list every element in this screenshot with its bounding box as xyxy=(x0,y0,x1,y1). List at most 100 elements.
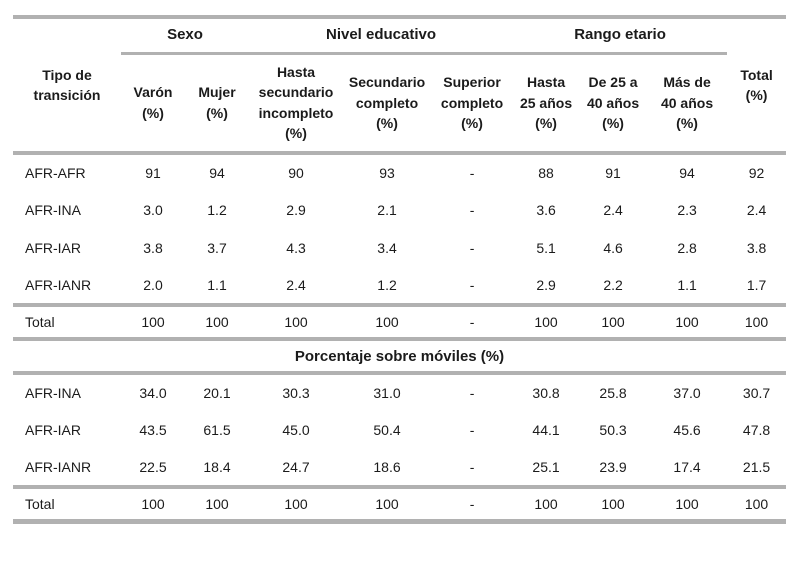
col-header-hasta-25-anos: Hasta 25 años (%) xyxy=(519,74,573,131)
row-label: AFR-INA xyxy=(25,202,81,218)
cell-value: 91 xyxy=(579,151,648,191)
cell-value: 22.5 xyxy=(139,459,167,475)
cell-value: 30.7 xyxy=(727,371,787,411)
cell-value: 2.0 xyxy=(143,277,163,293)
cell-value: 90 xyxy=(249,151,344,191)
cell-value: 1.2 xyxy=(207,202,227,218)
cell-value: 18.4 xyxy=(203,459,231,475)
cell-value: 2.9 xyxy=(286,202,306,218)
section-title: Porcentaje sobre móviles (%) xyxy=(13,337,787,373)
group-header-row: Tipo de transición Sexo Nivel educativo … xyxy=(13,17,786,103)
cell-value: 43.5 xyxy=(139,422,167,438)
col-header-total: Total (%) xyxy=(740,66,773,103)
cell-value: 1.1 xyxy=(677,277,697,293)
cell-value: 3.6 xyxy=(536,202,556,218)
cell-value: 20.1 xyxy=(185,371,250,411)
cell-value: 100 xyxy=(513,485,580,521)
cell-value: 1.1 xyxy=(207,277,227,293)
col-header-superior-completo: Superior completo (%) xyxy=(440,74,504,131)
cell-value: 34.0 xyxy=(121,371,185,411)
cell-value: 50.3 xyxy=(599,422,627,438)
group-header-rango-etario: Rango etario xyxy=(513,17,728,55)
cell-value: 3.8 xyxy=(143,240,163,256)
cell-value: 100 xyxy=(727,303,787,339)
row-label: AFR-IANR xyxy=(25,277,92,293)
column-header-row: Varón (%) Mujer (%) Hasta secundario inc… xyxy=(13,53,786,153)
cell-value: - xyxy=(431,485,514,521)
cell-value: 2.4 xyxy=(746,202,767,218)
cell-value: 100 xyxy=(185,303,250,339)
group-header-nivel-educativo: Nivel educativo xyxy=(249,17,514,55)
cell-value: 100 xyxy=(727,485,787,521)
cell-value: 1.7 xyxy=(746,277,767,293)
cell-value: 23.9 xyxy=(599,459,627,475)
row-label: AFR-IAR xyxy=(25,422,81,438)
cell-value: 92 xyxy=(727,151,787,191)
col-header-secundario-completo: Secundario completo (%) xyxy=(348,74,426,131)
row-label: Total xyxy=(13,303,121,339)
table-row-afr-iar: AFR-IAR 3.8 3.7 4.3 3.4 - 5.1 4.6 2.8 3.… xyxy=(13,229,786,267)
col-header-mas-de-40-anos: Más de 40 años (%) xyxy=(660,74,714,131)
cell-value: 24.7 xyxy=(282,459,310,475)
section-header-row: Porcentaje sobre móviles (%) xyxy=(13,337,787,373)
cell-value: 25.8 xyxy=(579,371,648,411)
cell-value: 93 xyxy=(343,151,432,191)
cell-value: 94 xyxy=(185,151,250,191)
cell-value: 17.4 xyxy=(673,459,701,475)
cell-value: 45.0 xyxy=(282,422,310,438)
cell-value: 21.5 xyxy=(742,459,771,475)
cell-value: - xyxy=(431,151,514,191)
cell-value: 3.4 xyxy=(377,240,397,256)
table-row-afr-ianr: AFR-IANR 2.0 1.1 2.4 1.2 - 2.9 2.2 1.1 1… xyxy=(13,267,786,305)
row-label: AFR-IANR xyxy=(25,459,92,475)
col-header-hasta-secundario-incompleto: Hasta secundario incompleto (%) xyxy=(258,64,334,142)
cell-value: - xyxy=(469,459,475,475)
cell-value: 100 xyxy=(579,485,648,521)
row-label: AFR-INA xyxy=(13,371,121,411)
cell-value: 2.3 xyxy=(677,202,697,218)
cell-value: 3.7 xyxy=(207,240,227,256)
transition-table: Tipo de transición Sexo Nivel educativo … xyxy=(13,15,787,524)
cell-value: 100 xyxy=(513,303,580,339)
cell-value: - xyxy=(469,240,475,256)
cell-value: - xyxy=(469,202,475,218)
cell-value: - xyxy=(431,303,514,339)
cell-value: 45.6 xyxy=(673,422,701,438)
cell-value: 100 xyxy=(647,303,728,339)
table-header: Tipo de transición Sexo Nivel educativo … xyxy=(13,17,786,153)
cell-value: 4.6 xyxy=(603,240,623,256)
cell-value: 91 xyxy=(121,151,185,191)
table-row-afr-ina-moviles: AFR-INA 34.0 20.1 30.3 31.0 - 30.8 25.8 … xyxy=(13,371,787,411)
row-label: AFR-AFR xyxy=(13,151,121,191)
table-row-afr-iar-moviles: AFR-IAR 43.5 61.5 45.0 50.4 - 44.1 50.3 … xyxy=(13,411,786,449)
cell-value: 100 xyxy=(121,485,185,521)
cell-value: 5.1 xyxy=(536,240,556,256)
cell-value: 25.1 xyxy=(532,459,560,475)
cell-value: 88 xyxy=(513,151,580,191)
cell-value: 30.8 xyxy=(513,371,580,411)
cell-value: 50.4 xyxy=(373,422,401,438)
col-header-varon: Varón (%) xyxy=(133,84,173,121)
cell-value: 30.3 xyxy=(249,371,344,411)
cell-value: 47.8 xyxy=(742,422,771,438)
cell-value: 2.1 xyxy=(377,202,397,218)
cell-value: 44.1 xyxy=(532,422,560,438)
cell-value: 18.6 xyxy=(373,459,401,475)
cell-value: 3.8 xyxy=(746,240,767,256)
table-row-afr-afr: AFR-AFR 91 94 90 93 - 88 91 94 92 xyxy=(13,151,787,191)
table-row-total-section2: Total 100 100 100 100 - 100 100 100 100 xyxy=(13,485,787,521)
cell-value: 4.3 xyxy=(286,240,306,256)
col-header-mujer: Mujer (%) xyxy=(198,84,236,121)
table-row-total-section1: Total 100 100 100 100 - 100 100 100 100 xyxy=(13,303,787,339)
cell-value: 3.0 xyxy=(143,202,163,218)
corner-header-tipo-de-transicion: Tipo de transición xyxy=(33,66,101,103)
cell-value: - xyxy=(431,371,514,411)
cell-value: 100 xyxy=(249,303,344,339)
cell-value: 100 xyxy=(579,303,648,339)
cell-value: 2.9 xyxy=(536,277,556,293)
cell-value: 2.4 xyxy=(286,277,306,293)
table-row-afr-ianr-moviles: AFR-IANR 22.5 18.4 24.7 18.6 - 25.1 23.9… xyxy=(13,449,786,487)
cell-value: 2.8 xyxy=(677,240,697,256)
cell-value: 61.5 xyxy=(203,422,231,438)
